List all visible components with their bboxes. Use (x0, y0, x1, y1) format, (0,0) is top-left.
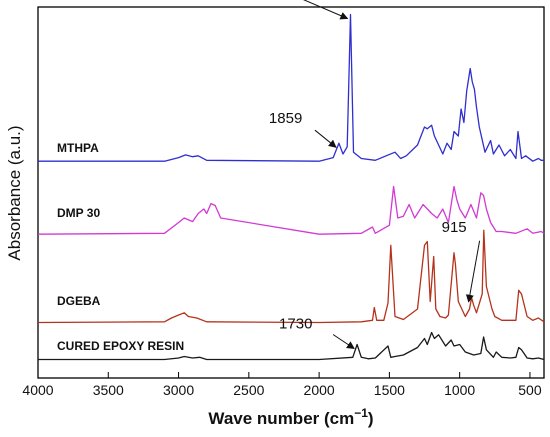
annotation-label-1730: 1730 (279, 316, 312, 333)
series-line-cured-epoxy-resin (38, 331, 545, 361)
x-tick-label: 2000 (304, 382, 335, 398)
x-tick-label: 3500 (93, 382, 124, 398)
series-line-mthpa (38, 13, 544, 162)
annotation-arrow (314, 129, 337, 148)
annotation-label-1859: 1859 (269, 110, 302, 127)
annotation-arrow (465, 240, 481, 303)
x-tick-label: 500 (518, 382, 542, 398)
plot-frame (37, 6, 545, 379)
annotation-layer: 177718599151730 (269, 0, 481, 350)
series-line-dmp-30 (37, 185, 545, 235)
series-label-layer: MTHPA DMP 30 DGEBA CURED EPOXY RESIN (57, 141, 184, 353)
x-axis-title: Wave number (cm−1) (208, 406, 373, 428)
x-tick-label: 1000 (444, 382, 475, 398)
annotation-label-915: 915 (442, 219, 467, 236)
x-tick-label: 3000 (163, 382, 194, 398)
series-label-cured-epoxy-resin: CURED EPOXY RESIN (57, 339, 184, 353)
x-axis-title-close: ) (368, 409, 374, 428)
x-axis-title-sup: −1 (354, 406, 368, 420)
annotation-arrow (303, 0, 349, 20)
x-tick-label: 2500 (233, 382, 264, 398)
x-axis-title-main: Wave number (cm (208, 409, 354, 428)
x-tick-layer: 4000 3500 3000 2500 2000 1500 1000 500 (22, 372, 542, 398)
x-tick-label: 4000 (22, 382, 53, 398)
y-axis-title: Absorbance (a.u.) (5, 125, 24, 260)
series-label-dgeba: DGEBA (57, 294, 101, 308)
series-layer (37, 13, 545, 361)
series-label-mthpa: MTHPA (57, 141, 99, 155)
series-line-dgeba (37, 229, 545, 324)
series-label-dmp-30: DMP 30 (57, 206, 100, 220)
annotation-arrow (332, 334, 355, 350)
x-tick-label: 1500 (374, 382, 405, 398)
